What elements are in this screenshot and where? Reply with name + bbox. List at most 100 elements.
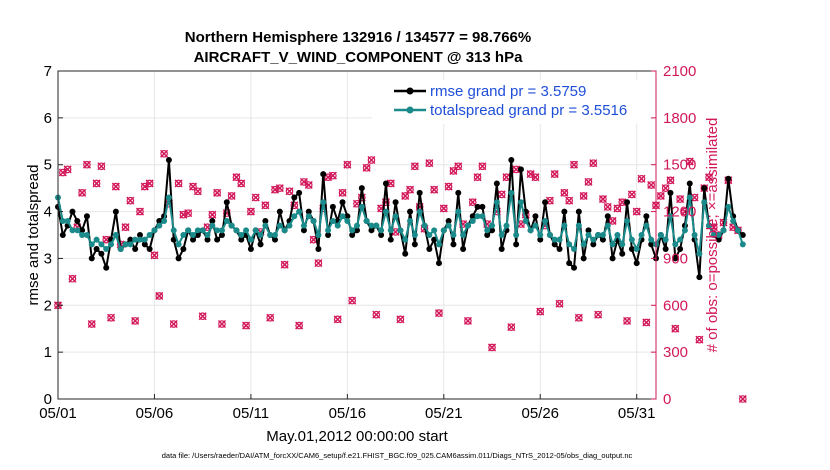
- totalspread-point: [262, 222, 269, 229]
- rmse-point: [561, 208, 568, 215]
- y-left-tick-label: 7: [44, 63, 52, 80]
- rmse-point: [489, 227, 496, 234]
- obs-assimilated-point: [565, 196, 574, 205]
- x-tick-label: 05/26: [521, 405, 559, 422]
- obs-possible-point: [531, 173, 540, 182]
- rmse-point: [508, 157, 515, 164]
- obs-possible-point: [247, 207, 255, 216]
- totalspread-point: [498, 232, 505, 238]
- obs-assimilated-point: [536, 307, 545, 316]
- y-left-tick-label: 3: [44, 250, 52, 267]
- totalspread-point: [387, 227, 394, 234]
- totalspread-series: [55, 189, 746, 257]
- obs-possible-point: [372, 310, 381, 319]
- totalspread-point: [397, 227, 404, 234]
- totalspread-point: [450, 232, 457, 238]
- legend: rmse grand pr = 3.5759 totalspread grand…: [372, 80, 650, 124]
- obs-assimilated-point: [150, 251, 159, 260]
- rmse-point: [599, 236, 606, 243]
- obs-possible-point: [208, 210, 217, 219]
- rmse-point: [537, 236, 544, 243]
- totalspread-point: [272, 232, 279, 238]
- obs-possible-point: [155, 292, 164, 300]
- obs-assimilated-point: [502, 173, 511, 182]
- rmse-point: [469, 213, 476, 220]
- obs-assimilated-point: [140, 182, 149, 191]
- totalspread-point: [165, 194, 172, 201]
- legend-spread-marker: [406, 106, 414, 114]
- rmse-point: [165, 157, 172, 164]
- totalspread-point: [686, 194, 693, 201]
- obs-possible-point: [425, 159, 434, 167]
- totalspread-point: [551, 236, 558, 243]
- obs-possible-point: [647, 181, 655, 189]
- totalspread-point: [426, 232, 433, 238]
- totalspread-point: [204, 232, 211, 238]
- obs-assimilated-point: [579, 191, 588, 200]
- obs-possible-point: [565, 196, 573, 205]
- obs-assimilated-point: [569, 160, 579, 169]
- totalspread-point: [440, 227, 447, 234]
- totalspread-point: [257, 232, 264, 238]
- totalspread-point: [503, 222, 510, 229]
- totalspread-point: [243, 227, 250, 234]
- obs-assimilated-point: [507, 323, 516, 332]
- obs-assimilated-point: [425, 159, 434, 168]
- obs-possible-point: [136, 207, 144, 216]
- obs-assimilated-point: [82, 160, 91, 169]
- rmse-point: [214, 236, 221, 243]
- totalspread-point: [185, 227, 192, 234]
- rmse-point: [170, 236, 177, 243]
- obs-possible-point: [285, 187, 294, 196]
- obs-possible-point: [695, 335, 704, 344]
- obs-assimilated-point: [512, 165, 521, 174]
- obs-possible-point: [444, 182, 453, 191]
- obs-assimilated-point: [193, 187, 202, 196]
- totalspread-point: [83, 232, 90, 238]
- rmse-point: [132, 246, 139, 253]
- rmse-point: [223, 199, 230, 206]
- obs-assimilated-point: [121, 223, 130, 232]
- obs-assimilated-point: [463, 316, 472, 325]
- obs-assimilated-point: [227, 191, 236, 200]
- rmse-point: [69, 208, 76, 215]
- y-right-tick-label: 2100: [663, 63, 696, 80]
- rmse-point: [628, 246, 635, 253]
- rmse-point: [136, 232, 143, 238]
- totalspread-point: [566, 241, 573, 248]
- obs-possible-point: [194, 187, 202, 196]
- rmse-point: [590, 241, 597, 248]
- obs-assimilated-point: [145, 179, 154, 188]
- totalspread-point: [286, 222, 293, 229]
- totalspread-point: [710, 232, 717, 238]
- obs-assimilated-point: [690, 193, 699, 202]
- totalspread-point: [136, 236, 143, 243]
- obs-possible-point: [251, 193, 260, 202]
- totalspread-point: [522, 217, 529, 224]
- obs-assimilated-point: [401, 191, 410, 200]
- obs-possible-point: [478, 162, 487, 171]
- totalspread-point: [79, 232, 86, 238]
- obs-possible-point: [594, 310, 602, 319]
- obs-possible-point: [367, 156, 376, 164]
- totalspread-point: [431, 227, 438, 234]
- obs-assimilated-point: [78, 188, 87, 197]
- obs-assimilated-point: [362, 163, 371, 172]
- obs-possible-point: [295, 321, 303, 330]
- obs-possible-point: [280, 260, 289, 269]
- obs-assimilated-point: [434, 309, 444, 318]
- totalspread-point: [479, 213, 486, 220]
- rmse-point: [88, 255, 95, 262]
- rmse-point: [378, 232, 385, 238]
- rmse-point: [677, 246, 684, 253]
- totalspread-point: [310, 217, 317, 224]
- rmse-point: [320, 171, 327, 178]
- totalspread-point: [175, 241, 182, 248]
- rmse-point: [325, 232, 332, 238]
- rmse-point: [344, 213, 351, 220]
- obs-possible-point: [473, 173, 482, 182]
- totalspread-point: [363, 217, 370, 224]
- chart-title: Northern Hemisphere 132916 / 134577 = 98…: [185, 29, 531, 66]
- rmse-point: [532, 213, 539, 220]
